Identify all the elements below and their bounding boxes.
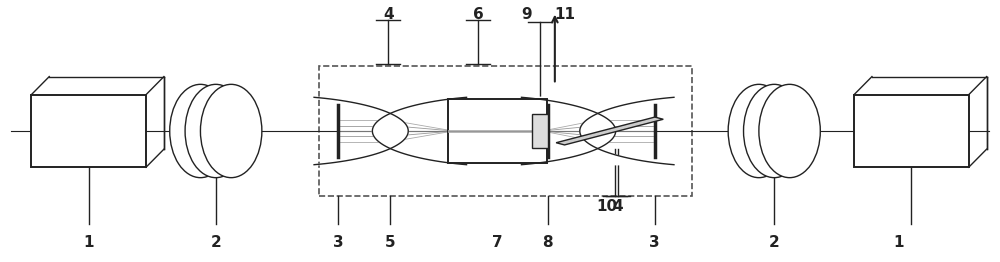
Text: 4: 4 — [612, 199, 623, 214]
Text: 2: 2 — [210, 235, 221, 250]
Text: 5: 5 — [385, 235, 396, 250]
Text: 9: 9 — [522, 7, 532, 22]
Ellipse shape — [759, 84, 820, 178]
Bar — [31, 95, 146, 167]
Text: 11: 11 — [554, 7, 575, 22]
Text: 1: 1 — [894, 235, 904, 250]
Text: 3: 3 — [649, 235, 660, 250]
Ellipse shape — [185, 84, 247, 178]
Text: 10: 10 — [596, 199, 617, 214]
Ellipse shape — [170, 84, 231, 178]
Text: 8: 8 — [543, 235, 553, 250]
Ellipse shape — [728, 84, 790, 178]
Polygon shape — [314, 97, 467, 165]
Text: 2: 2 — [769, 235, 780, 250]
Bar — [532, 114, 548, 148]
Polygon shape — [521, 97, 674, 165]
Ellipse shape — [744, 84, 805, 178]
Text: 6: 6 — [473, 7, 483, 22]
Polygon shape — [556, 117, 663, 145]
Text: 4: 4 — [383, 7, 394, 22]
Ellipse shape — [200, 84, 262, 178]
Text: 1: 1 — [83, 235, 93, 250]
Text: 7: 7 — [492, 235, 502, 250]
Text: 3: 3 — [333, 235, 344, 250]
Bar — [854, 95, 969, 167]
Bar — [448, 99, 547, 163]
Bar — [319, 66, 692, 196]
